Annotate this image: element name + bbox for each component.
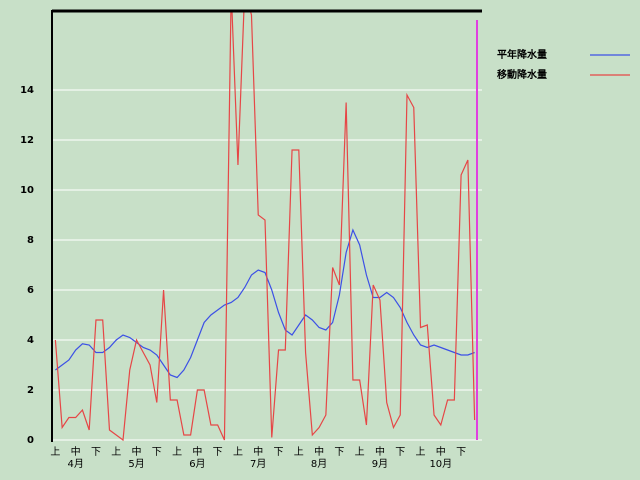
x-tick-label: 上 [294,446,304,458]
month-label: 8月 [311,458,327,470]
x-tick-label: 下 [456,447,466,458]
x-tick-label: 上 [416,446,426,458]
x-tick-label: 中 [253,445,263,458]
labels: 02468101214上中下上中下上中下上中下上中下上中下上中下4月 5月 6月 7月… [20,48,630,470]
month-label: 7月 [250,458,266,470]
legend-label: 移動降水量 [497,68,547,81]
y-tick-label: 0 [27,435,34,446]
y-tick-label: 12 [20,135,34,146]
month-label: 9月 [372,458,388,470]
x-tick-label: 中 [375,445,385,458]
y-tick-label: 10 [20,185,34,196]
x-tick-label: 中 [71,445,81,458]
legend-label: 平年降水量 [497,48,547,61]
x-tick-label: 中 [132,445,142,458]
series-line [54,10,476,442]
month-label: 6月 [189,458,205,470]
x-tick-label: 中 [314,445,324,458]
x-tick-label: 上 [355,446,365,458]
y-tick-label: 2 [27,385,34,396]
x-tick-label: 下 [213,447,223,458]
x-tick-label: 上 [50,446,60,458]
y-tick-label: 6 [27,285,34,296]
y-tick-label: 14 [20,85,34,96]
month-label: 4月 [67,458,83,470]
month-label: 10月 [429,458,452,470]
x-tick-label: 中 [436,445,446,458]
series-line [55,228,475,379]
x-tick-label: 下 [152,447,162,458]
x-tick-label: 上 [111,446,121,458]
x-tick-label: 中 [192,445,202,458]
x-tick-label: 上 [233,446,243,458]
x-tick-label: 下 [91,447,101,458]
x-tick-label: 上 [172,446,182,458]
y-tick-label: 4 [27,335,34,346]
month-label: 5月 [128,458,144,470]
x-tick-label: 下 [395,447,405,458]
grid [52,89,482,441]
y-tick-label: 8 [27,235,34,246]
plot-area [54,10,476,442]
x-tick-label: 下 [274,447,284,458]
x-tick-label: 下 [334,447,344,458]
